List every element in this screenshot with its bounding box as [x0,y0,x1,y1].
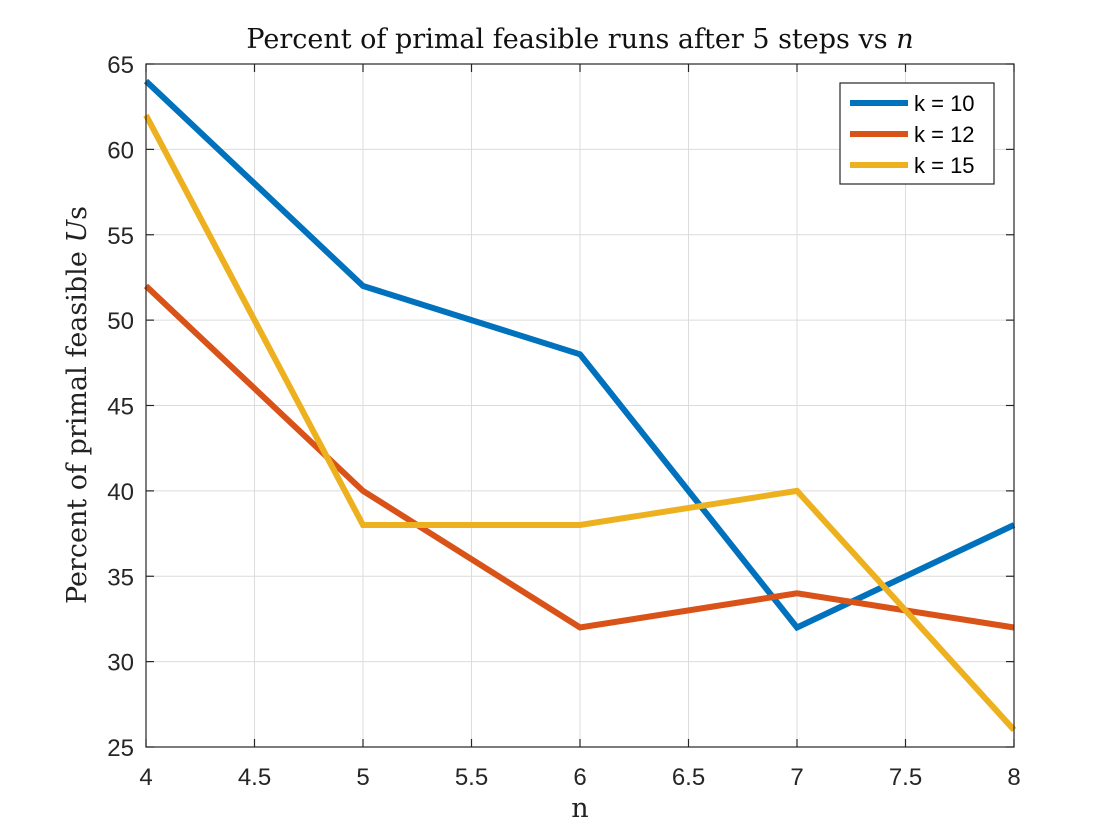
y-tick-label: 30 [107,650,134,677]
legend: k = 10 k = 12 k = 15 [839,82,995,185]
y-tick-label: 25 [107,735,134,762]
y-tick-label: 65 [107,52,134,79]
y-tick-label: 50 [107,308,134,335]
legend-label: k = 15 [914,153,975,178]
series-line [143,78,1016,632]
x-tick-label: 7 [790,764,803,791]
x-tick-label: 4.5 [238,764,271,791]
chart-title-text: Percent of primal feasible runs after 5 … [246,24,887,55]
x-tick-label: 7.5 [889,764,922,791]
x-tick-label: 5.5 [455,764,488,791]
y-tick-label: 55 [107,223,134,250]
x-tick-label: 6.5 [672,764,705,791]
y-axis-label-variable: U [62,219,93,243]
y-tick-label: 35 [107,564,134,591]
y-axis-label: Percent of primal feasible Us [62,206,93,604]
series-line [143,283,1015,631]
y-axis-label-suffix: s [62,206,93,220]
x-tick-label: 4 [139,764,152,791]
x-tick-label: 6 [573,764,586,791]
y-tick-label: 40 [107,479,134,506]
axis-ticks: 4 4.5 5 5.5 6 6.5 7 7.5 8 25 30 35 40 45 50 55 60 65 [107,52,1020,791]
y-tick-label: 45 [107,394,134,421]
legend-label: k = 10 [914,91,975,116]
x-axis-label: n [571,793,588,824]
y-axis-label-text: Percent of primal feasible [62,251,93,604]
y-tick-label: 60 [107,137,134,164]
chart-title: Percent of primal feasible runs after 5 … [246,24,913,55]
series-line [143,113,1017,732]
plot-series [143,78,1017,732]
legend-label: k = 12 [914,122,975,147]
chart-title-variable: n [896,24,913,55]
x-tick-label: 5 [356,764,369,791]
x-tick-label: 8 [1007,764,1020,791]
